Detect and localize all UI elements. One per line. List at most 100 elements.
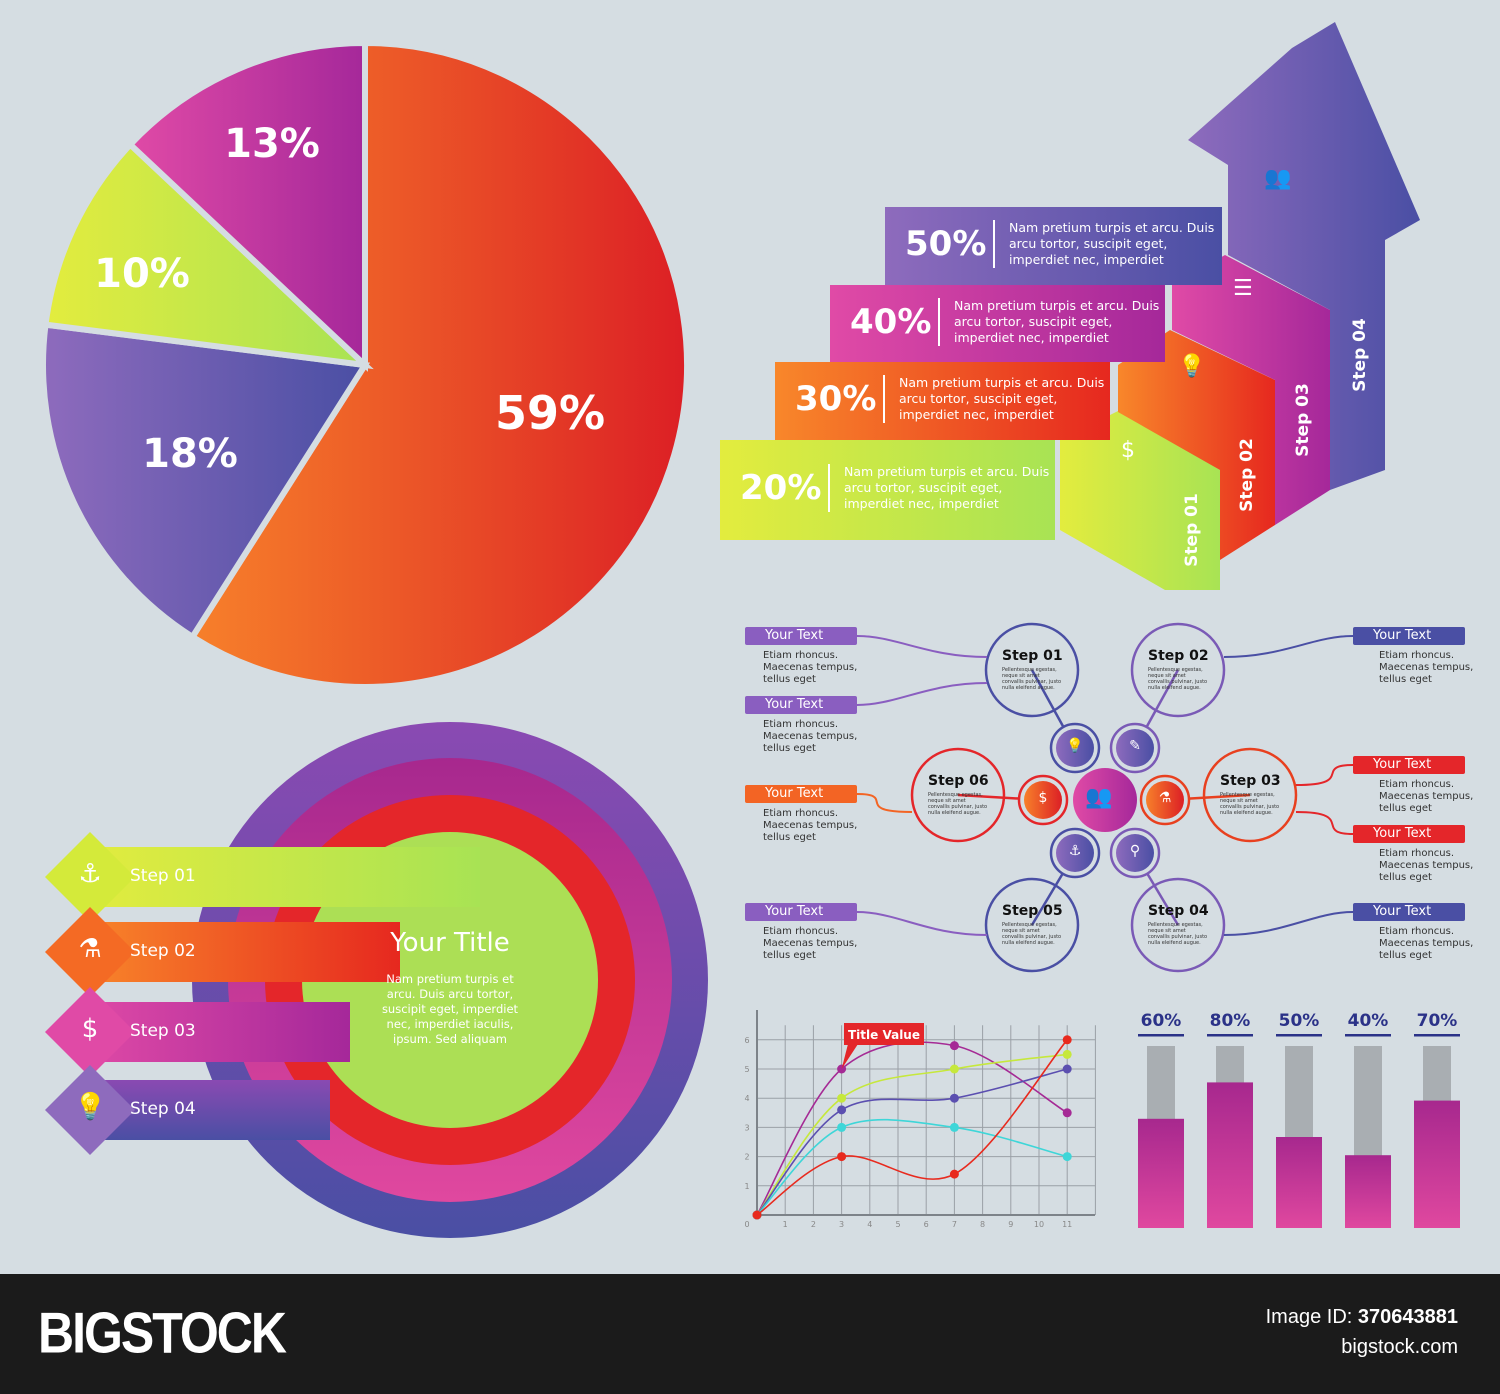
cycle-icon: 💡: [1066, 738, 1084, 754]
stair-percent: 40%: [850, 301, 932, 342]
stair-percent: 20%: [740, 468, 822, 508]
cycle-step-text: Pellentesque egestas, neque sit amet con…: [928, 792, 988, 816]
bar: [1276, 1137, 1322, 1228]
y-tick-label: 1: [744, 1182, 749, 1191]
cycle-icon: ✎: [1129, 738, 1141, 754]
step-label: Step 01: [1182, 493, 1202, 567]
step-icon: 👥: [1264, 166, 1292, 191]
bar-underline: [1207, 1034, 1253, 1037]
circle-step-label: Step 02: [130, 941, 196, 961]
icon-disc: [1056, 834, 1094, 872]
stair-bar: [885, 207, 1222, 285]
step-label: Step 02: [1237, 438, 1257, 512]
y-tick-label: 3: [744, 1123, 749, 1132]
step-bubble: [984, 622, 1080, 718]
step-icon: ☰: [1233, 276, 1253, 301]
cycle-step-text: Pellentesque egestas, neque sit amet con…: [1148, 667, 1208, 691]
circle-title: Your Title: [390, 928, 510, 958]
step-label: Step 04: [1350, 318, 1370, 392]
annotation-box: [844, 1023, 924, 1045]
x-tick-label: 0: [744, 1220, 749, 1229]
data-point: [1062, 1049, 1072, 1059]
cycle-step-label: Step 05: [1002, 903, 1063, 919]
bar-underline: [1414, 1034, 1460, 1037]
callout-connector: [856, 911, 988, 936]
line-series: [756, 1041, 1068, 1216]
icon-disc: [1146, 781, 1184, 819]
bar: [1207, 1082, 1253, 1228]
callout-connector: [1295, 764, 1354, 786]
stair-description: Nam pretium turpis et arcu. Duis arcu to…: [993, 220, 1218, 268]
cycle-step-label: Step 04: [1148, 903, 1209, 919]
circle-step-diamond: [45, 832, 135, 922]
callout-connector: [1295, 811, 1354, 835]
callout-title: Your Text: [1353, 903, 1465, 921]
cycle-step-text: Pellentesque egestas, neque sit amet con…: [1220, 792, 1280, 816]
x-tick-label: 11: [1062, 1220, 1072, 1229]
step-block: [1172, 255, 1330, 525]
x-tick-label: 4: [867, 1220, 872, 1229]
callout-text: Etiam rhoncus. Maecenas tempus, tellus e…: [763, 926, 858, 961]
callout-text: Etiam rhoncus. Maecenas tempus, tellus e…: [1379, 848, 1474, 883]
step-label: Step 03: [1293, 383, 1313, 457]
footer: BIGSTOCK Image ID: 370643881 bigstock.co…: [0, 1274, 1500, 1394]
bigstock-logo: BIGSTOCK: [38, 1300, 287, 1366]
cycle-icon: $: [1038, 790, 1048, 806]
x-tick-label: 3: [839, 1220, 844, 1229]
callout-connector: [1223, 635, 1354, 658]
stair-percent: 50%: [905, 224, 987, 264]
data-point: [1062, 1108, 1072, 1118]
flask-icon: ⚗: [78, 934, 102, 964]
cycle-step-label: Step 03: [1220, 773, 1281, 789]
cycle-icon: ⚓: [1068, 843, 1082, 859]
y-tick-label: 5: [744, 1065, 749, 1074]
step-icon: 💡: [1178, 354, 1206, 379]
data-point: [837, 1122, 847, 1132]
circle-step-label: Step 03: [130, 1021, 196, 1041]
bar-label: 60%: [1140, 1011, 1182, 1031]
line-series: [756, 1053, 1068, 1216]
step-block: [1118, 330, 1275, 560]
data-point: [949, 1041, 959, 1051]
line-series: [756, 1039, 1068, 1216]
data-point: [949, 1122, 959, 1132]
data-point: [1062, 1152, 1072, 1162]
icon-disc: [1056, 729, 1094, 767]
center-team-disc: [1073, 768, 1137, 832]
callout-connector: [1223, 911, 1354, 936]
icon-disc: [1024, 781, 1062, 819]
pie-slice: [40, 321, 371, 642]
callout-title: Your Text: [745, 785, 857, 803]
pie-label: 10%: [94, 251, 190, 297]
bar-label: 40%: [1347, 1011, 1389, 1031]
step-block: [1060, 410, 1220, 590]
data-point: [837, 1093, 847, 1103]
stair-bar: [830, 285, 1165, 362]
callout-text: Etiam rhoncus. Maecenas tempus, tellus e…: [763, 808, 858, 843]
x-tick-label: 5: [895, 1220, 900, 1229]
site-link[interactable]: bigstock.com: [1341, 1336, 1458, 1358]
team-icon: 👥: [1085, 785, 1113, 810]
cycle-icon: ⚲: [1129, 843, 1141, 859]
stair-bar: [720, 440, 1055, 540]
x-tick-label: 2: [811, 1220, 816, 1229]
callout-title: Your Text: [1353, 627, 1465, 645]
step-bubble: [1130, 622, 1226, 718]
data-point: [949, 1093, 959, 1103]
step-bubble: [1202, 747, 1298, 843]
cycle-step-text: Pellentesque egestas, neque sit amet con…: [1002, 667, 1062, 691]
bar-underline: [1276, 1034, 1322, 1037]
data-point: [949, 1169, 959, 1179]
bar-underline: [1138, 1034, 1184, 1037]
image-id: Image ID: 370643881: [1265, 1306, 1458, 1328]
step-bubble: [1130, 877, 1226, 973]
data-point: [837, 1105, 847, 1115]
bar: [1414, 1100, 1460, 1228]
y-tick-label: 6: [744, 1036, 749, 1045]
callout-title: Your Text: [1353, 756, 1465, 774]
stair-percent: 30%: [795, 379, 877, 419]
x-tick-label: 7: [952, 1220, 957, 1229]
callout-title: Your Text: [745, 903, 857, 921]
circle-step-diamond: [45, 907, 135, 997]
